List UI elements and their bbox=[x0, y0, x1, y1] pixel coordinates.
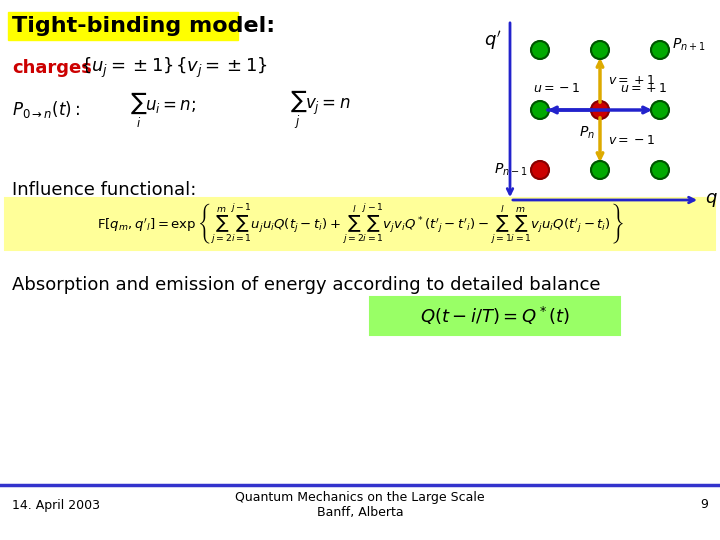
Circle shape bbox=[531, 41, 549, 59]
Text: $u=-1$: $u=-1$ bbox=[533, 82, 580, 94]
Text: Absorption and emission of energy according to detailed balance: Absorption and emission of energy accord… bbox=[12, 276, 600, 294]
Circle shape bbox=[651, 161, 669, 179]
Circle shape bbox=[531, 161, 549, 179]
Bar bbox=[5, 198, 715, 250]
Circle shape bbox=[591, 101, 609, 119]
Text: $v=+1$: $v=+1$ bbox=[608, 73, 654, 86]
Bar bbox=[8, 12, 238, 40]
Text: $u=+1$: $u=+1$ bbox=[620, 82, 667, 94]
Text: $P_{n+1}$: $P_{n+1}$ bbox=[672, 37, 706, 53]
Circle shape bbox=[651, 41, 669, 59]
Text: $q$: $q$ bbox=[705, 191, 718, 209]
Text: Quantum Mechanics on the Large Scale
Banff, Alberta: Quantum Mechanics on the Large Scale Ban… bbox=[235, 491, 485, 519]
Text: $P_{0\rightarrow n}(t):$: $P_{0\rightarrow n}(t):$ bbox=[12, 99, 80, 120]
Text: $v=-1$: $v=-1$ bbox=[608, 133, 654, 146]
Text: $\sum_i u_i = n;$: $\sum_i u_i = n;$ bbox=[130, 90, 196, 130]
Text: $P_{n-1}$: $P_{n-1}$ bbox=[495, 162, 528, 178]
Text: $\{v_j = \pm 1\}$: $\{v_j = \pm 1\}$ bbox=[175, 56, 268, 80]
Text: Influence functional:: Influence functional: bbox=[12, 181, 197, 199]
Bar bbox=[370, 297, 620, 335]
Text: $Q(t - i/T) = Q^*(t)$: $Q(t - i/T) = Q^*(t)$ bbox=[420, 305, 570, 327]
Circle shape bbox=[651, 101, 669, 119]
Text: $\{u_j = \pm 1\}$: $\{u_j = \pm 1\}$ bbox=[80, 56, 174, 80]
Text: Tight-binding model:: Tight-binding model: bbox=[12, 16, 275, 36]
Text: $\sum_j v_j = n$: $\sum_j v_j = n$ bbox=[290, 89, 351, 132]
Text: 9: 9 bbox=[700, 498, 708, 511]
Circle shape bbox=[591, 161, 609, 179]
Circle shape bbox=[531, 101, 549, 119]
Text: charges: charges bbox=[12, 59, 92, 77]
Text: $P_n$: $P_n$ bbox=[579, 125, 595, 141]
Text: $\mathrm{F}[q_m, q'_l] = \exp\left\{\sum_{j=2}^{m}\sum_{i=1}^{j-1} u_j u_i Q(t_j: $\mathrm{F}[q_m, q'_l] = \exp\left\{\sum… bbox=[96, 201, 624, 246]
Text: $q'$: $q'$ bbox=[485, 29, 502, 51]
Circle shape bbox=[591, 41, 609, 59]
Text: 14. April 2003: 14. April 2003 bbox=[12, 498, 100, 511]
